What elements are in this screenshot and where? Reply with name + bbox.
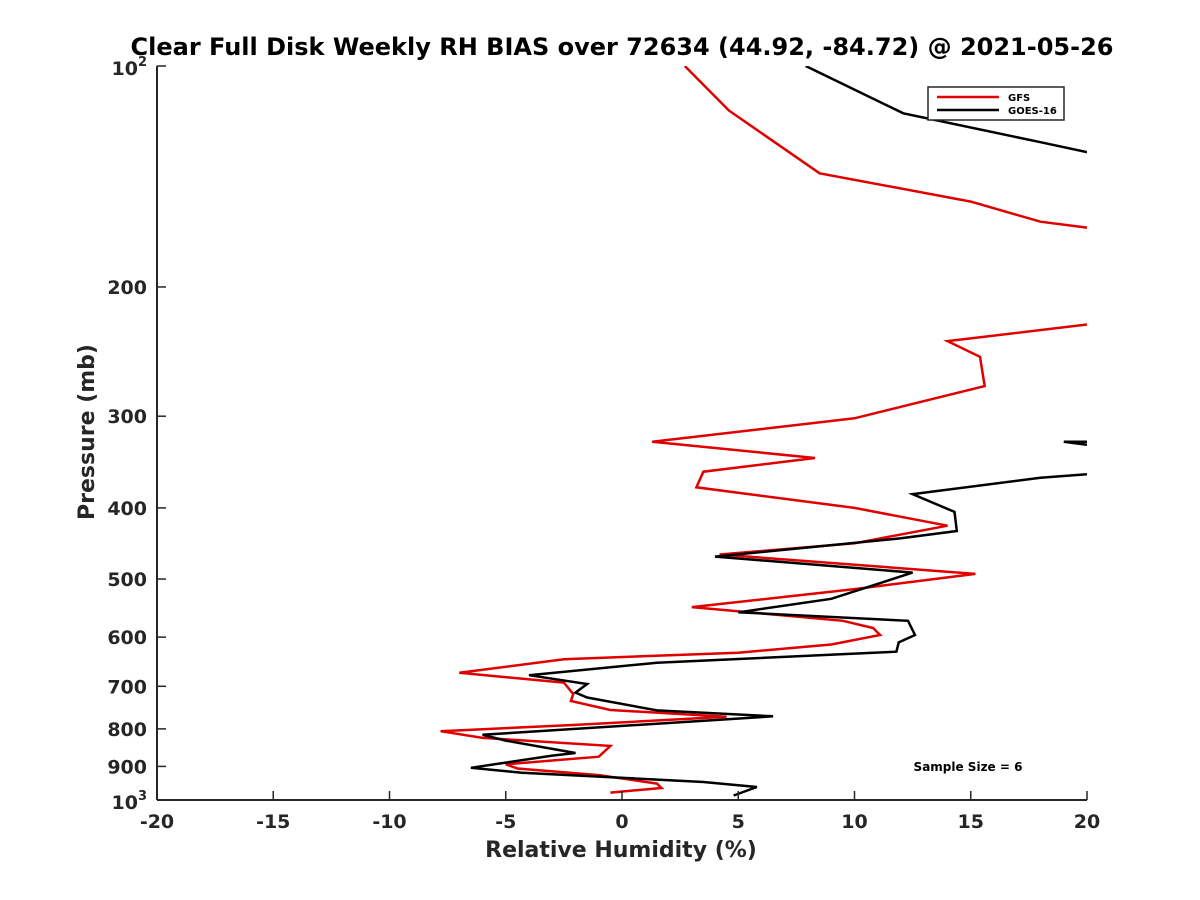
series-layer: [440, 66, 1087, 797]
x-ticks: -20 -15 -10 -5 0 5 10 15 20: [140, 791, 1100, 833]
y-tick-label: 200: [107, 277, 147, 299]
series-line-goes-16-0: [805, 66, 1087, 154]
y-tick-label: 800: [107, 719, 147, 741]
legend: GFS GOES-16: [927, 86, 1065, 121]
y-axis-label: Pressure (mb): [75, 344, 100, 520]
series-line-gfs-1: [440, 323, 1087, 794]
y-tick-label-power: 102: [112, 55, 148, 80]
legend-box: [927, 86, 1065, 121]
series-line-goes-16-2: [470, 473, 1087, 797]
y-tick-label: 300: [107, 406, 147, 428]
x-tick-label: 10: [841, 811, 867, 833]
y-tick-label: 900: [107, 756, 147, 778]
series-line-goes-16-1: [1063, 440, 1087, 446]
x-tick-label: -15: [256, 811, 290, 833]
x-tick-label: 5: [732, 811, 745, 833]
y-tick-label: 700: [107, 676, 147, 698]
x-tick-label: -5: [495, 811, 516, 833]
y-tick-label: 500: [107, 569, 147, 591]
series-line-gfs-0: [683, 66, 1087, 229]
x-tick-label: 20: [1074, 811, 1100, 833]
y-tick-label: 400: [107, 498, 147, 520]
x-axis-label: Relative Humidity (%): [485, 838, 757, 863]
axes: [156, 66, 1087, 801]
y-tick-label: 600: [107, 627, 147, 649]
y-ticks: 200 300 400 500 600 700 800 900 102 103: [107, 55, 166, 814]
legend-label-goes-16: GOES-16: [1008, 106, 1057, 117]
x-tick-label: 15: [958, 811, 984, 833]
y-tick-label-power: 103: [112, 789, 148, 814]
x-tick-label: -20: [140, 811, 174, 833]
sample-size-annotation: Sample Size = 6: [914, 760, 1023, 774]
x-tick-label: -10: [372, 811, 406, 833]
chart-title: Clear Full Disk Weekly RH BIAS over 7263…: [131, 33, 1114, 61]
x-tick-label: 0: [615, 811, 628, 833]
legend-label-gfs: GFS: [1008, 93, 1030, 104]
